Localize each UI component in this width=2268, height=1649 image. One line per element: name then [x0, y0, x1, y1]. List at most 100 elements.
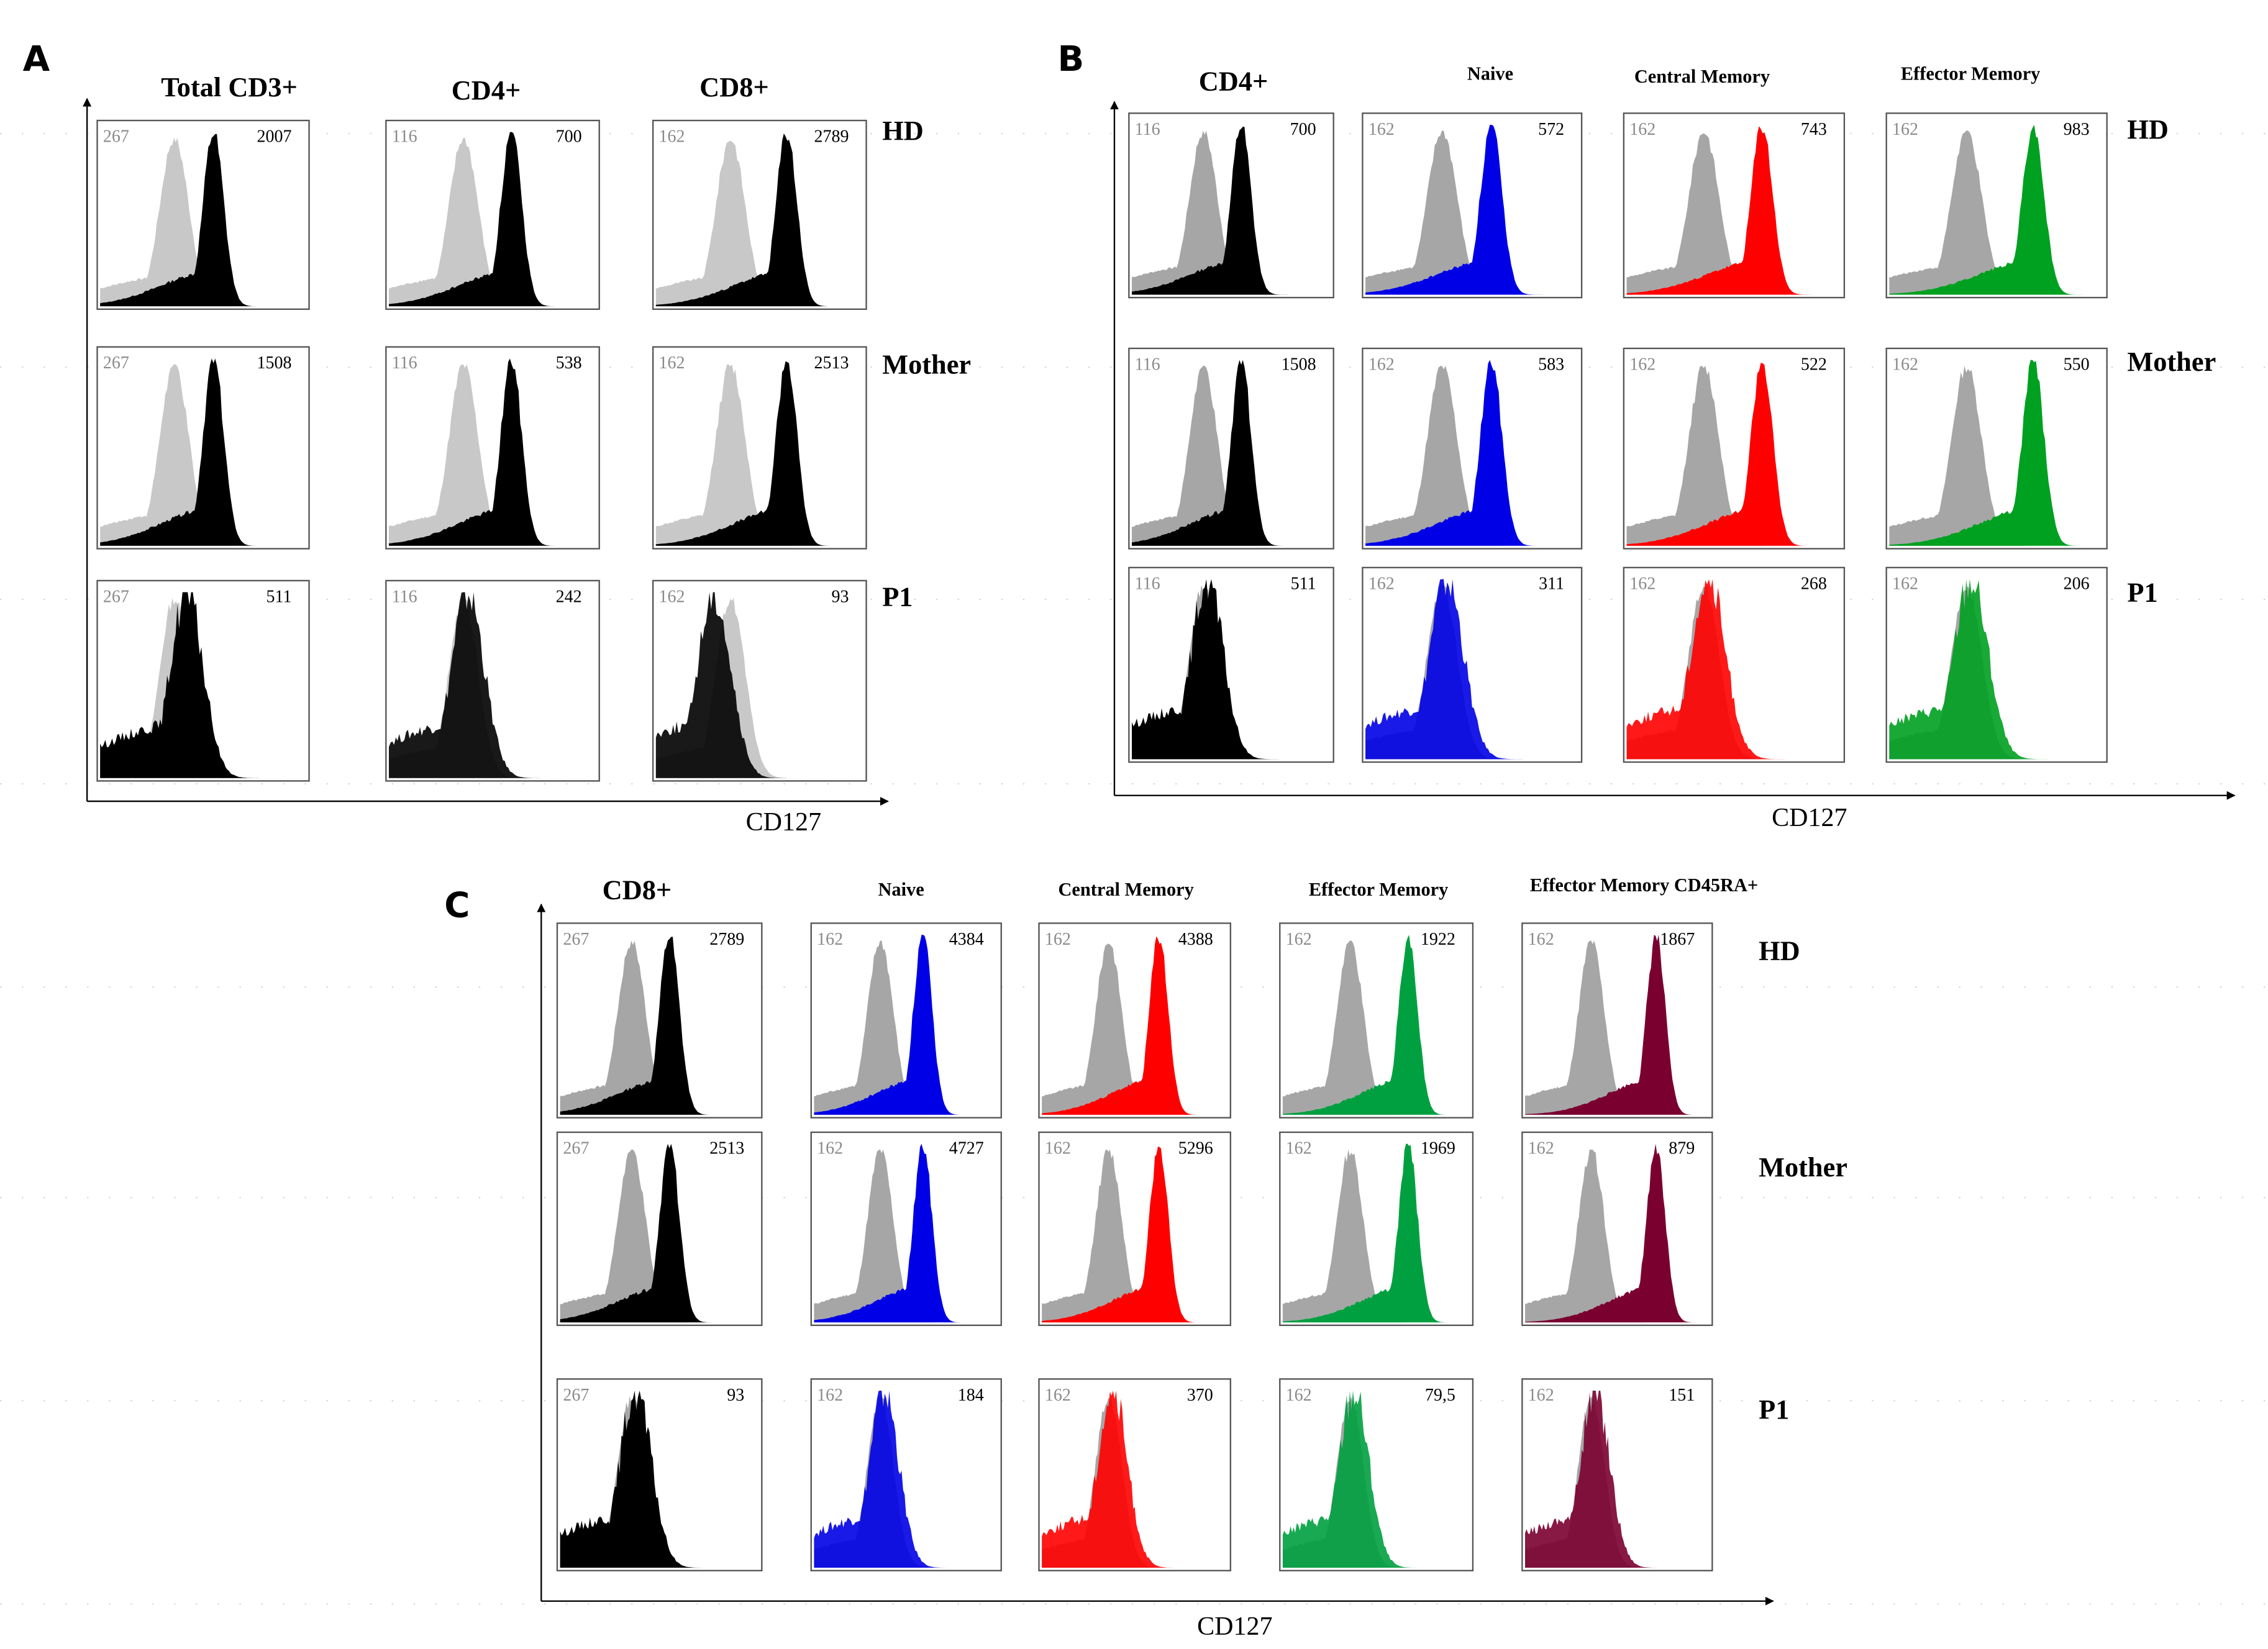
- row-label: P1: [882, 581, 913, 612]
- isotype-histogram: [1889, 365, 2105, 546]
- isotype-mfi: 162: [1286, 1138, 1312, 1158]
- isotype-histogram: [1131, 130, 1331, 295]
- isotype-mfi: 162: [1286, 930, 1312, 949]
- isotype-mfi: 162: [1369, 120, 1395, 139]
- isotype-mfi: 267: [103, 127, 129, 146]
- isotype-mfi: 267: [563, 1138, 589, 1158]
- histogram-cell: 162 743: [1623, 112, 1846, 299]
- isotype-histogram: [1282, 1150, 1470, 1323]
- stained-histogram: [1282, 1390, 1470, 1568]
- isotype-histogram: [1525, 1150, 1710, 1323]
- column-header: Naive: [1467, 63, 1513, 84]
- sample-mfi: 700: [556, 127, 582, 146]
- stained-histogram: [1282, 1143, 1470, 1323]
- histogram-cell: 267 2007: [96, 119, 310, 310]
- isotype-mfi: 162: [1286, 1386, 1312, 1405]
- stained-histogram: [1889, 124, 2105, 295]
- isotype-mfi: 162: [1528, 1138, 1554, 1158]
- sample-mfi: 700: [1290, 120, 1316, 139]
- isotype-mfi: 116: [1135, 120, 1160, 139]
- column-header: CD8+: [699, 71, 769, 102]
- sample-mfi: 743: [1801, 120, 1827, 139]
- sample-mfi: 1508: [257, 353, 291, 373]
- sample-mfi: 184: [958, 1386, 984, 1405]
- isotype-mfi: 162: [1892, 120, 1918, 139]
- isotype-mfi: 162: [1369, 355, 1395, 374]
- stained-histogram: [1626, 579, 1842, 760]
- histogram-cell: 162 2513: [652, 346, 867, 550]
- histogram-cell: 116 511: [1128, 566, 1334, 763]
- isotype-histogram: [560, 1150, 759, 1323]
- panel-label: A: [23, 39, 50, 79]
- sample-mfi: 4727: [949, 1138, 984, 1158]
- isotype-mfi: 162: [817, 1138, 843, 1158]
- panel-label: C: [444, 885, 470, 925]
- stained-histogram: [1525, 1390, 1710, 1568]
- isotype-mfi: 162: [1528, 930, 1554, 949]
- sample-mfi: 4388: [1178, 930, 1213, 949]
- sample-mfi: 583: [1538, 355, 1564, 374]
- isotype-histogram: [1525, 940, 1710, 1115]
- histogram-cell: 267 2789: [556, 922, 763, 1119]
- isotype-mfi: 116: [392, 127, 417, 146]
- histogram-cell: 116 700: [1128, 112, 1334, 299]
- isotype-mfi: 162: [1629, 120, 1655, 139]
- stained-histogram: [100, 592, 306, 778]
- histogram-cell: 162 1867: [1521, 922, 1713, 1119]
- column-header: Naive: [878, 879, 924, 900]
- histogram-cell: 162 4384: [810, 922, 1002, 1119]
- histogram-cell: 162 5296: [1038, 1131, 1232, 1326]
- sample-mfi: 2007: [257, 127, 291, 146]
- stained-histogram: [100, 358, 306, 546]
- histogram-cell: 162 522: [1623, 347, 1846, 550]
- histogram-cell: 162 370: [1038, 1378, 1232, 1571]
- histogram-cell: 162 983: [1885, 112, 2108, 299]
- sample-mfi: 79,5: [1425, 1386, 1455, 1405]
- histogram-cell: 162 268: [1623, 566, 1846, 763]
- axis-label: CD127: [746, 808, 821, 837]
- sample-mfi: 206: [2064, 574, 2090, 593]
- sample-mfi: 151: [1669, 1386, 1695, 1405]
- histogram-cell: 116 1508: [1128, 347, 1334, 550]
- isotype-mfi: 116: [1135, 355, 1160, 374]
- histogram-cell: 162 206: [1885, 566, 2108, 763]
- cell-frame: [1885, 112, 2108, 299]
- stained-histogram: [560, 1390, 759, 1568]
- histogram-cell: 162 184: [810, 1378, 1002, 1571]
- stained-histogram: [1525, 1143, 1710, 1323]
- isotype-mfi: 162: [1892, 355, 1918, 374]
- sample-mfi: 522: [1801, 355, 1827, 374]
- cell-frame: [1279, 1131, 1474, 1326]
- stained-histogram: [655, 592, 863, 778]
- cell-frame: [652, 579, 867, 782]
- isotype-histogram: [100, 138, 306, 307]
- stained-histogram: [1131, 126, 1331, 295]
- row-label: P1: [2127, 576, 2157, 607]
- column-header: Central Memory: [1634, 66, 1770, 87]
- sample-mfi: 511: [266, 587, 292, 606]
- isotype-mfi: 162: [1528, 1386, 1554, 1405]
- isotype-histogram: [1626, 133, 1842, 295]
- isotype-histogram: [100, 364, 306, 546]
- isotype-histogram: [655, 140, 863, 307]
- stained-histogram: [1131, 360, 1331, 546]
- isotype-histogram: [100, 597, 306, 778]
- histogram-cell: 162 2789: [652, 119, 867, 310]
- axis-label: CD127: [1197, 1612, 1272, 1641]
- sample-mfi: 268: [1801, 574, 1827, 593]
- sample-mfi: 2789: [814, 127, 849, 146]
- sample-mfi: 370: [1187, 1386, 1213, 1405]
- isotype-histogram: [560, 940, 759, 1115]
- isotype-mfi: 162: [1045, 1386, 1071, 1405]
- isotype-histogram: [1131, 365, 1331, 546]
- histogram-cell: 162 550: [1885, 347, 2108, 550]
- stained-histogram: [560, 937, 759, 1115]
- isotype-histogram: [1365, 130, 1579, 295]
- isotype-mfi: 162: [658, 127, 685, 146]
- histogram-cell: 116 538: [385, 346, 600, 550]
- column-header: Central Memory: [1059, 879, 1194, 900]
- isotype-mfi: 162: [1045, 930, 1071, 949]
- histogram-cell: 267 511: [96, 579, 310, 782]
- histogram-cell: 116 242: [385, 579, 600, 782]
